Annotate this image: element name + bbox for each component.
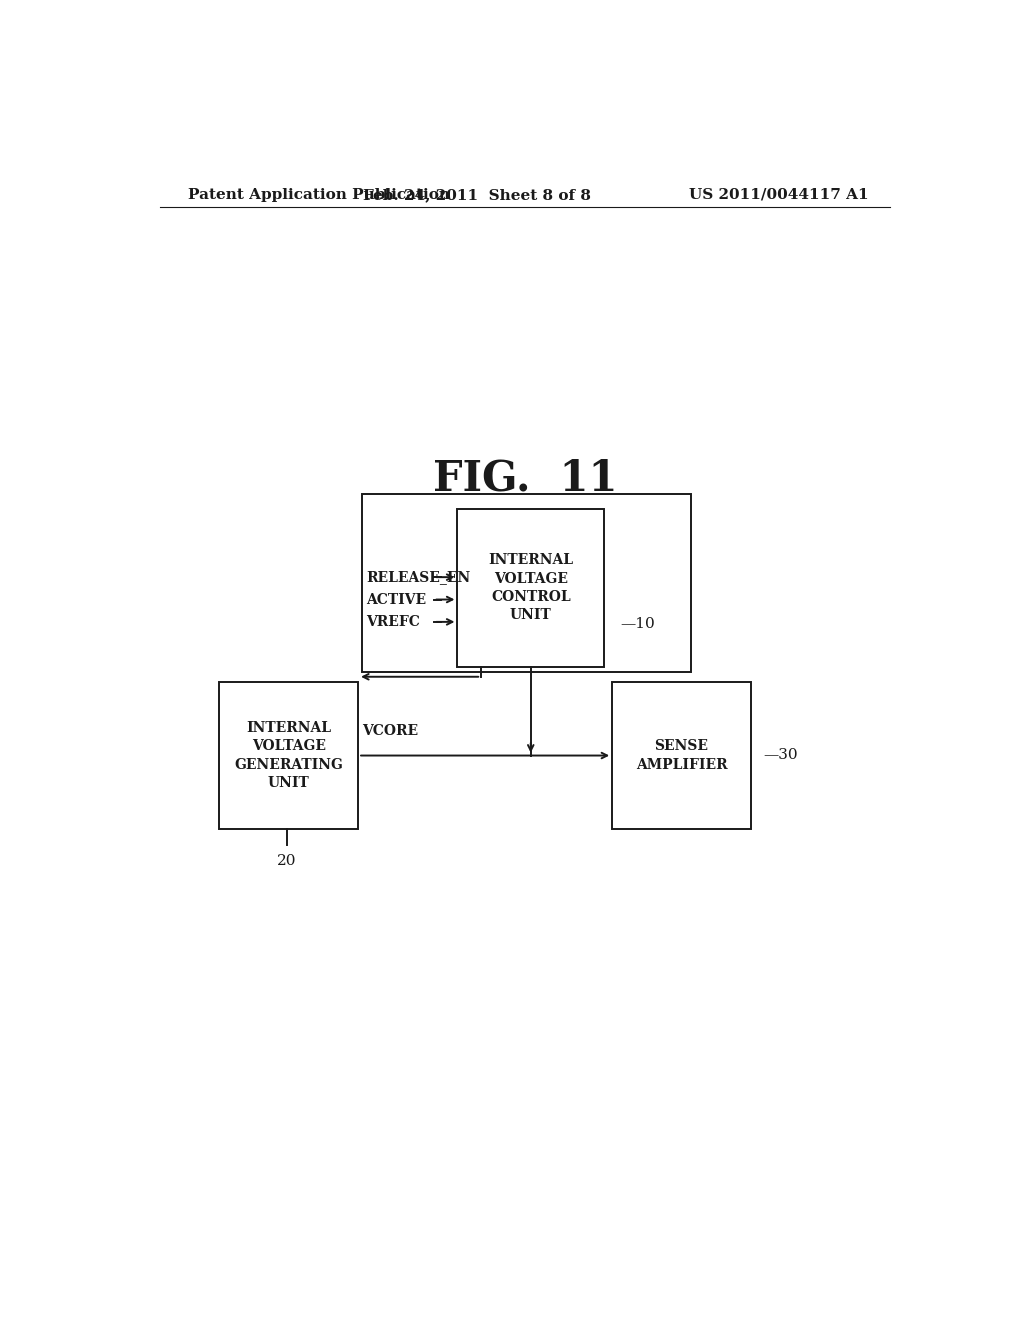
Text: VREFC: VREFC xyxy=(367,615,420,628)
Text: INTERNAL
VOLTAGE
GENERATING
UNIT: INTERNAL VOLTAGE GENERATING UNIT xyxy=(234,721,343,791)
Text: RELEASE_EN: RELEASE_EN xyxy=(367,570,470,585)
Bar xyxy=(219,682,358,829)
Text: US 2011/0044117 A1: US 2011/0044117 A1 xyxy=(689,187,868,202)
Text: Feb. 24, 2011  Sheet 8 of 8: Feb. 24, 2011 Sheet 8 of 8 xyxy=(364,187,591,202)
Text: —10: —10 xyxy=(620,616,654,631)
Text: 20: 20 xyxy=(276,854,297,867)
Text: —30: —30 xyxy=(763,748,798,762)
Text: VCORE: VCORE xyxy=(362,723,418,738)
Text: SENSE
AMPLIFIER: SENSE AMPLIFIER xyxy=(636,739,727,772)
Text: FIG.  11: FIG. 11 xyxy=(432,458,617,499)
Text: Patent Application Publication: Patent Application Publication xyxy=(187,187,450,202)
Bar xyxy=(458,510,604,667)
Text: INTERNAL
VOLTAGE
CONTROL
UNIT: INTERNAL VOLTAGE CONTROL UNIT xyxy=(488,553,573,623)
Bar xyxy=(612,682,751,829)
Bar xyxy=(362,494,691,672)
Text: ACTIVE: ACTIVE xyxy=(367,593,426,606)
